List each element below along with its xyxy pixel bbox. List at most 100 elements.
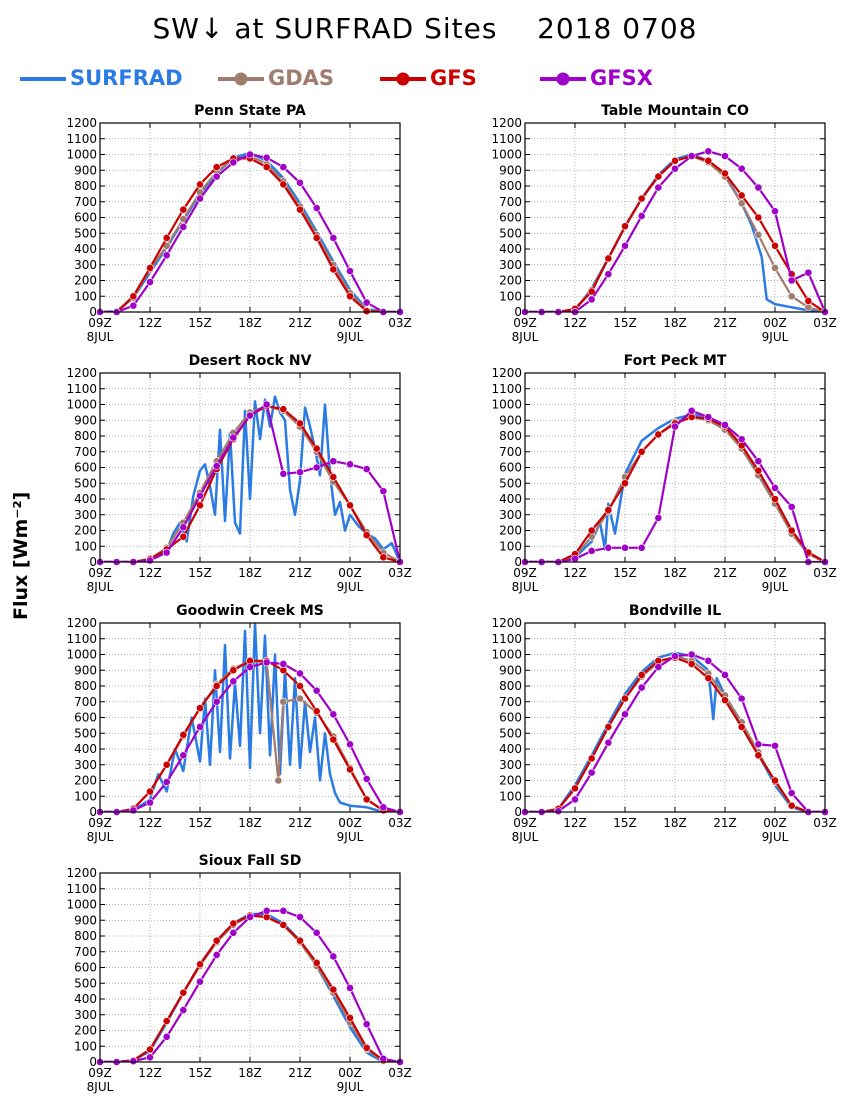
point-gfsx-penn-state-pa [196,194,204,203]
point-gfsx-goodwin-creek-ms [179,751,188,760]
legend-label-gfsx: GFSX [590,66,653,90]
point-gfs-sioux-fall-sd [296,936,304,945]
point-gfsx-table-mountain-co [621,241,629,250]
y-tick-label-bondville-il: 1000 [491,648,522,662]
frame-desert-rock-nv [99,372,401,563]
x-tick-label-desert-rock-nv: 21Z [288,566,312,580]
point-gfs-sioux-fall-sd [229,919,238,928]
point-gfs-fort-peck-mt [654,430,663,439]
y-tick-label-bondville-il: 300 [499,758,522,772]
point-gfsx-bondville-il [754,740,763,749]
point-gfs-sioux-fall-sd [212,936,221,945]
point-gfsx-goodwin-creek-ms [346,740,354,749]
point-gfs-goodwin-creek-ms [196,704,204,712]
y-tick-label-sioux-fall-sd: 100 [74,1039,97,1053]
legend-label-surfrad: SURFRAD [70,66,183,90]
point-gfsx-sioux-fall-sd [246,913,254,921]
y-tick-label-fort-peck-mt: 900 [499,413,522,427]
x-tick-label-sioux-fall-sd: 15Z [188,1066,212,1080]
y-tick-label-penn-state-pa: 800 [74,179,97,193]
point-gfsx-fort-peck-mt [637,543,646,552]
y-tick-label-table-mountain-co: 100 [499,289,522,303]
y-tick-label-desert-rock-nv: 1100 [66,382,97,396]
y-tick-label-fort-peck-mt: 400 [499,492,522,506]
x-tick-label-desert-rock-nv: 00Z [338,566,362,580]
legend-swatch-gfs [380,72,426,86]
y-tick-label-fort-peck-mt: 1200 [491,366,522,380]
point-gfsx-bondville-il [571,795,579,804]
series-line-gfs-fort-peck-mt [525,416,825,562]
legend-swatch-gfsx [540,72,586,86]
series-line-surfrad-fort-peck-mt [525,413,825,562]
point-gfsx-sioux-fall-sd [262,906,271,915]
frame-penn-state-pa [99,122,401,313]
y-tick-label-desert-rock-nv: 1000 [66,398,97,412]
x-tick-label-sioux-fall-sd: 21Z [288,1066,312,1080]
point-gfsx-fort-peck-mt [671,422,679,431]
point-gfsx-sioux-fall-sd [279,906,288,915]
x-sublabel-sioux-fall-sd: 8JUL [87,1080,114,1094]
point-gdas-table-mountain-co [737,199,746,208]
y-tick-label-goodwin-creek-ms: 900 [74,663,97,677]
point-gfs-table-mountain-co [587,287,596,296]
point-gfs-bondville-il [721,696,729,705]
point-gfsx-goodwin-creek-ms [362,775,371,783]
x-tick-label-table-mountain-co: 00Z [763,316,787,330]
y-tick-label-goodwin-creek-ms: 1000 [66,648,97,662]
point-gfsx-bondville-il [737,694,746,703]
point-gfsx-penn-state-pa [179,223,188,231]
y-tick-label-penn-state-pa: 1200 [66,116,97,130]
y-tick-label-goodwin-creek-ms: 800 [74,679,97,693]
x-tick-label-bondville-il: 18Z [663,816,687,830]
y-tick-label-penn-state-pa: 900 [74,163,97,177]
y-tick-label-penn-state-pa: 300 [74,258,97,272]
point-gfsx-desert-rock-nv [162,548,171,557]
point-gfs-bondville-il [621,694,629,703]
panel-goodwin-creek-ms: Goodwin Creek MS010020030040050060070080… [66,603,411,844]
point-gfsx-bondville-il [604,738,613,747]
x-tick-label-bondville-il: 15Z [613,816,637,830]
point-gfsx-goodwin-creek-ms [162,778,171,786]
y-tick-label-sioux-fall-sd: 900 [74,913,97,927]
x-sublabel-goodwin-creek-ms: 9JUL [337,830,364,844]
point-gfs-bondville-il [571,784,579,793]
point-gfs-table-mountain-co [704,156,713,165]
point-gfsx-desert-rock-nv [362,465,371,473]
frame-fort-peck-mt [524,372,826,563]
x-tick-label-desert-rock-nv: 03Z [388,566,412,580]
point-gfs-penn-state-pa [329,265,338,274]
y-tick-label-bondville-il: 1200 [491,616,522,630]
x-tick-label-goodwin-creek-ms: 21Z [288,816,312,830]
point-gfsx-table-mountain-co [704,147,713,156]
x-sublabel-bondville-il: 8JUL [512,830,539,844]
y-tick-label-fort-peck-mt: 0 [514,555,522,569]
point-gfs-sioux-fall-sd [329,985,338,994]
point-gfs-table-mountain-co [754,213,763,222]
x-tick-label-penn-state-pa: 18Z [238,316,262,330]
x-tick-label-penn-state-pa: 12Z [138,316,162,330]
point-gfs-desert-rock-nv [329,473,338,481]
y-tick-label-desert-rock-nv: 900 [74,413,97,427]
point-gfs-fort-peck-mt [604,506,613,514]
y-tick-label-penn-state-pa: 200 [74,274,97,288]
point-gfsx-fort-peck-mt [704,413,713,421]
y-tick-label-fort-peck-mt: 300 [499,508,522,522]
panel-title-penn-state-pa: Penn State PA [194,103,306,119]
point-gfsx-bondville-il [654,663,663,671]
y-tick-label-bondville-il: 1100 [491,632,522,646]
point-gfs-penn-state-pa [296,205,304,214]
x-tick-label-fort-peck-mt: 00Z [763,566,787,580]
point-gfs-table-mountain-co [804,297,813,305]
x-tick-label-fort-peck-mt: 03Z [813,566,837,580]
frame-table-mountain-co [524,122,826,313]
x-sublabel-sioux-fall-sd: 9JUL [337,1080,364,1094]
point-gfs-desert-rock-nv [346,501,354,510]
point-gfs-fort-peck-mt [637,447,646,456]
y-tick-label-bondville-il: 400 [499,742,522,756]
point-gfs-fort-peck-mt [587,526,596,535]
point-gfsx-bondville-il [704,656,713,665]
x-sublabel-desert-rock-nv: 8JUL [87,580,114,594]
y-tick-label-goodwin-creek-ms: 400 [74,742,97,756]
y-tick-label-penn-state-pa: 500 [74,226,97,240]
y-tick-label-sioux-fall-sd: 1000 [66,898,97,912]
